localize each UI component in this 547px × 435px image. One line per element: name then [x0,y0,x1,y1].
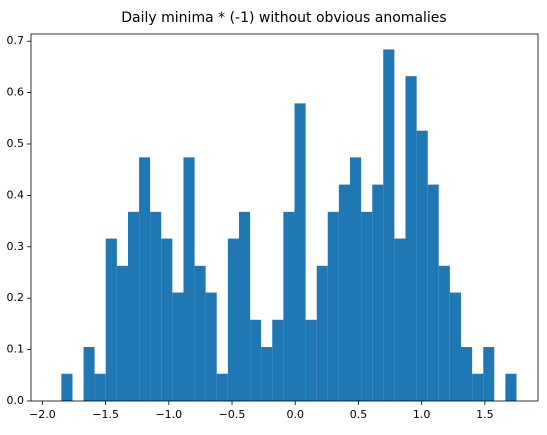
bar [338,184,350,401]
bar [327,211,339,401]
x-tick-label: 1.5 [476,408,494,421]
bar [161,238,173,401]
bar [283,211,295,401]
bar [94,373,106,401]
bar [483,347,495,401]
bar [349,157,362,401]
bar [294,103,306,402]
x-tick-label: 0.5 [350,408,368,421]
bar [250,319,262,401]
bar [83,347,95,401]
bar [194,265,206,401]
bar [105,238,117,401]
y-tick-label: 0.4 [7,188,25,201]
bar [150,211,162,401]
chart-title: Daily minima * (-1) without obvious anom… [121,10,446,26]
bar [427,184,439,401]
bar [172,292,184,401]
bar [127,211,140,401]
bar [116,265,128,401]
bar [405,76,417,401]
bar [305,319,317,401]
bar [505,373,517,401]
y-tick-label: 0.7 [7,34,25,47]
bar [361,211,373,401]
bar [183,157,195,401]
plot-frame [30,33,539,402]
bar [394,238,406,401]
x-tick-label: −1.5 [92,408,119,421]
y-tick-label: 0.5 [7,137,25,150]
x-tick-label: −0.5 [219,408,246,421]
y-tick-label: 0.1 [7,343,25,356]
bar [205,292,217,401]
y-tick-label: 0.2 [7,291,25,304]
bar [316,265,328,401]
bar [449,292,462,401]
bar [261,347,273,401]
y-tick-label: 0.3 [7,240,25,253]
y-tick-label: 0.0 [7,394,25,407]
bar [216,373,228,401]
x-tick-label: 1.0 [413,408,431,421]
bar [372,184,384,401]
bar [61,373,73,401]
bar [472,373,484,401]
bar [416,130,428,401]
x-tick-label: −1.0 [155,408,182,421]
bar [383,49,395,402]
bar [238,211,251,401]
bar [438,265,450,401]
bar [461,347,473,401]
x-tick-label: 0.0 [286,408,304,421]
y-tick-label: 0.6 [7,86,25,99]
x-tick-label: −2.0 [29,408,56,421]
bar [272,319,284,401]
bar [227,238,239,401]
bar [139,157,151,401]
